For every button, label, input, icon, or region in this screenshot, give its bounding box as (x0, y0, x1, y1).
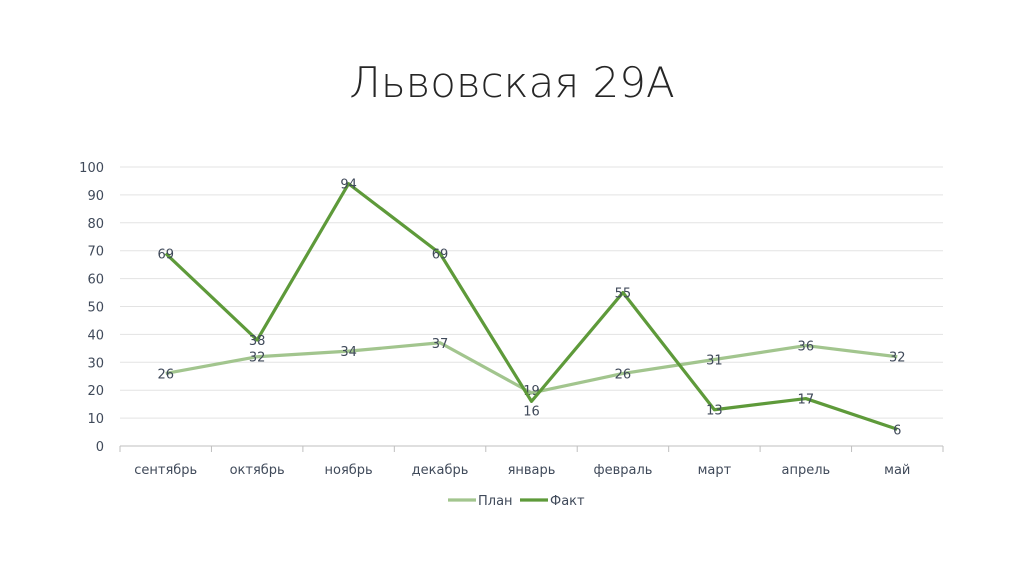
y-tick-label: 70 (87, 245, 104, 260)
data-label: 55 (615, 287, 632, 302)
y-tick-label: 0 (96, 440, 104, 455)
legend-label: План (478, 494, 513, 509)
y-tick-label: 100 (79, 161, 104, 176)
data-label: 16 (523, 404, 540, 419)
data-label: 26 (615, 367, 632, 382)
x-tick-label: ноябрь (325, 463, 373, 478)
x-tick-label: сентябрь (134, 463, 197, 478)
data-label: 32 (249, 351, 266, 366)
y-tick-label: 10 (87, 412, 104, 427)
data-label: 34 (340, 345, 357, 360)
x-tick-label: апрель (781, 463, 830, 478)
y-tick-label: 60 (87, 273, 104, 288)
data-label: 69 (432, 247, 449, 262)
data-label: 37 (432, 337, 449, 352)
data-label: 32 (889, 351, 906, 366)
data-label: 17 (798, 393, 815, 408)
y-tick-label: 50 (87, 301, 104, 316)
data-label: 6 (893, 423, 901, 438)
data-label: 31 (706, 354, 723, 369)
y-tick-label: 40 (87, 328, 104, 343)
y-tick-label: 30 (87, 356, 104, 371)
x-tick-label: февраль (593, 463, 652, 478)
x-tick-label: май (884, 463, 910, 478)
data-label: 69 (157, 247, 174, 262)
data-label: 94 (340, 178, 357, 193)
data-label: 38 (249, 334, 266, 349)
x-tick-label: декабрь (412, 463, 469, 478)
x-tick-label: октябрь (230, 463, 285, 478)
data-label: 26 (157, 367, 174, 382)
y-tick-label: 90 (87, 189, 104, 204)
chart-title: Львовская 29А (349, 58, 675, 107)
series-line-Факт (164, 182, 898, 431)
y-tick-label: 20 (87, 384, 104, 399)
x-tick-label: март (698, 463, 732, 478)
data-label: 13 (706, 404, 723, 419)
series-line-План (165, 341, 898, 395)
legend-label: Факт (550, 494, 585, 509)
data-label: 36 (798, 340, 815, 355)
x-tick-label: январь (508, 463, 556, 478)
y-tick-label: 80 (87, 217, 104, 232)
